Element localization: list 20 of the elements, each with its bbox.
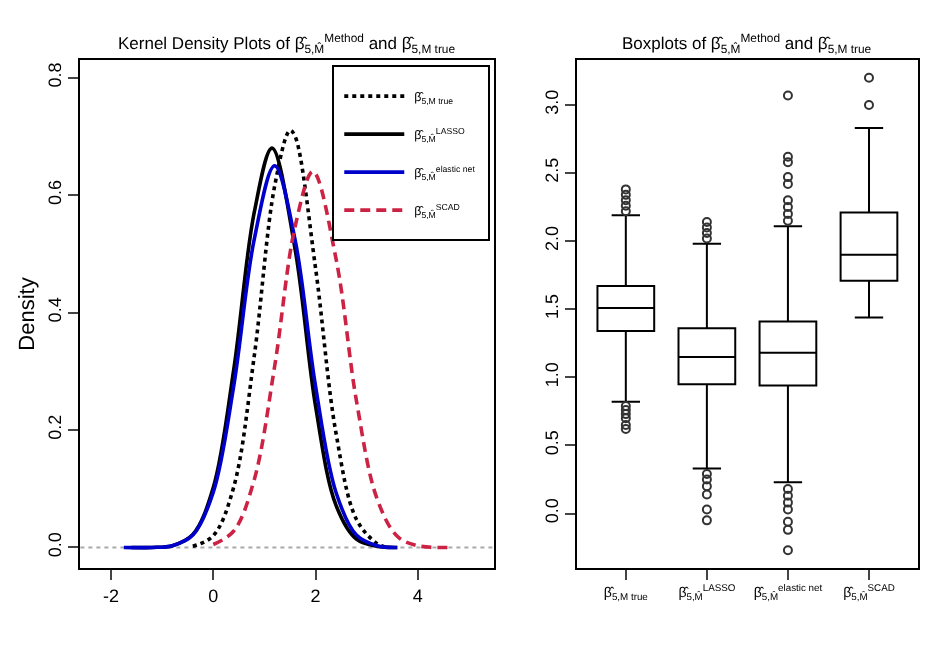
- x-tick-label: 0: [208, 585, 219, 606]
- chart-title: Boxplots of β̂$_{5,M̂}$$^{Method}$ and β̂$_{5,M true}$: [622, 32, 873, 57]
- x-tick-label: 2: [310, 585, 321, 606]
- line-series: [191, 128, 389, 550]
- y-tick-label: 0.0: [542, 498, 562, 524]
- y-tick-label: 0.8: [45, 62, 66, 88]
- y-tick-label: 3.0: [542, 89, 562, 115]
- chart-title: Kernel Density Plots of β̂$_{5,M̂}$$^{Method}$ and β̂$_{5,M true}$: [118, 32, 457, 57]
- y-tick-label: 0.0: [45, 532, 66, 558]
- y-tick-label: 0.5: [542, 430, 562, 456]
- y-tick-label: 1.5: [542, 294, 562, 320]
- x-tick-label: 4: [412, 585, 423, 606]
- x-tick-label: -2: [103, 585, 120, 606]
- y-tick-label: 0.2: [45, 414, 66, 440]
- y-tick-label: 0.4: [45, 297, 66, 323]
- y-tick-label: 2.0: [542, 225, 562, 251]
- y-tick-label: 0.6: [45, 179, 66, 205]
- y-tick-label: 2.5: [542, 157, 562, 183]
- y-tick-label: 1.0: [542, 362, 562, 388]
- y-axis-title: Density: [16, 276, 41, 351]
